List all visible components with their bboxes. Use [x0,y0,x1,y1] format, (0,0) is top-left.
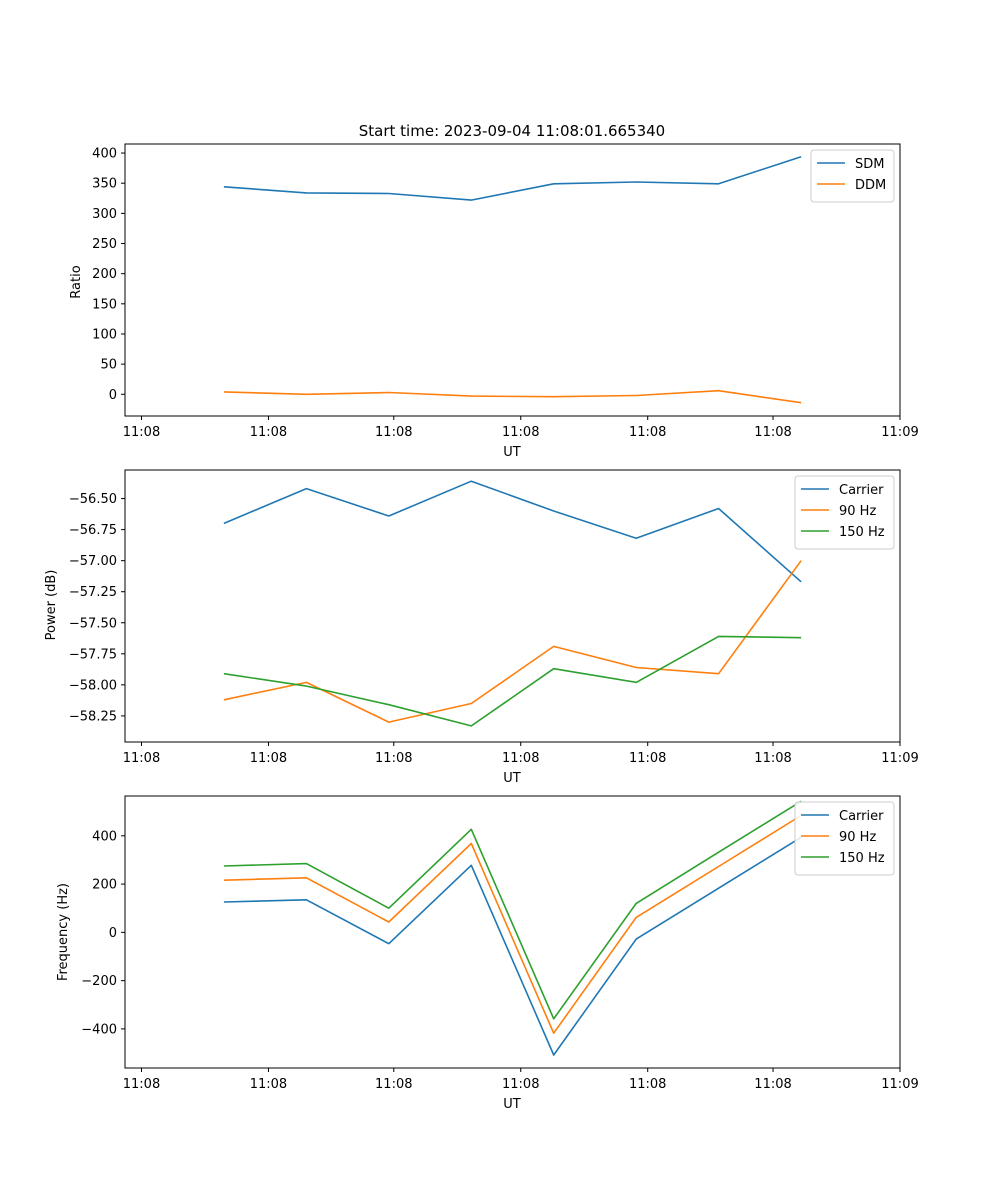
legend-label: 150 Hz [839,525,885,540]
series-line-ddm [223,389,802,404]
ratio-chart: UT Ratio [69,143,901,460]
ratio-marks: 11:08 11:08 11:08 11:08 11:08 11:08 11:09 0 50 10… [92,147,919,440]
frequency-x-axis-label: UT [503,1097,521,1112]
x-tick-label: 11:08 [754,751,791,766]
y-tick-label: 350 [92,177,117,192]
y-tick-label: 250 [92,237,117,252]
x-tick-label: 11:08 [250,751,287,766]
series-line-150-hz [223,800,802,1020]
y-tick-label: 400 [92,147,117,162]
legend-label: Carrier [839,809,884,824]
x-tick-label: 11:08 [123,425,160,440]
power-marks: 11:08 11:08 11:08 11:08 11:08 11:08 11:09 −58.2… [69,475,919,766]
y-tick-label: 200 [92,267,117,282]
x-tick-label: 11:08 [629,425,666,440]
x-tick-label: 11:08 [123,1077,160,1092]
power-x-axis-label: UT [503,771,521,786]
ratio-x-axis-label: UT [503,445,521,460]
y-tick-label: 400 [92,829,117,844]
x-tick-label: 11:08 [123,751,160,766]
y-tick-label: 0 [109,388,117,403]
series-line-90-hz [223,814,802,1034]
x-tick-label: 11:08 [754,425,791,440]
legend-label: SDM [855,157,884,172]
y-tick-label: −56.75 [69,523,117,538]
y-tick-label: 50 [100,358,117,373]
x-tick-label: 11:08 [502,1077,539,1092]
series-line-sdm [223,155,802,201]
x-tick-label: 11:08 [375,1077,412,1092]
x-tick-label: 11:08 [375,425,412,440]
y-tick-label: −56.50 [69,492,117,507]
y-tick-label: −57.75 [69,647,117,662]
y-tick-label: −57.25 [69,585,117,600]
power-legend: Carrier 90 Hz 150 Hz [794,475,895,550]
power-y-axis-label: Power (dB) [44,570,59,641]
y-tick-label: 100 [92,327,117,342]
frequency-marks: 11:08 11:08 11:08 11:08 11:08 11:08 11:09 −400 −… [81,800,919,1092]
series-line-carrier [223,836,802,1056]
ratio-y-axis-label: Ratio [69,265,84,298]
x-tick-label: 11:09 [881,1077,918,1092]
legend-label: DDM [855,178,886,193]
x-tick-label: 11:08 [754,1077,791,1092]
y-tick-label: −58.00 [69,678,117,693]
x-tick-label: 11:08 [502,425,539,440]
y-tick-label: −200 [81,974,117,989]
ratio-legend: SDM DDM [810,149,895,203]
series-line-carrier [223,480,802,583]
y-tick-label: −58.25 [69,709,117,724]
legend-label: 150 Hz [839,851,885,866]
x-tick-label: 11:09 [881,751,918,766]
power-plot-frame [124,469,901,743]
x-tick-label: 11:09 [881,425,918,440]
y-tick-label: −57.00 [69,554,117,569]
x-tick-label: 11:08 [375,751,412,766]
y-tick-label: 300 [92,207,117,222]
frequency-legend: Carrier 90 Hz 150 Hz [794,801,895,876]
legend-label: 90 Hz [839,504,876,519]
legend-label: Carrier [839,483,884,498]
series-line-150-hz [223,635,802,727]
figure-title: Start time: 2023-09-04 11:08:01.665340 [359,122,665,140]
frequency-y-axis-label: Frequency (Hz) [56,883,71,981]
x-tick-label: 11:08 [250,425,287,440]
y-tick-label: −57.50 [69,616,117,631]
y-tick-label: 150 [92,297,117,312]
power-chart: UT Power (dB) [44,469,901,786]
ratio-plot-frame [124,143,901,417]
x-tick-label: 11:08 [629,1077,666,1092]
x-tick-label: 11:08 [250,1077,287,1092]
y-tick-label: −400 [81,1022,117,1037]
y-tick-label: 200 [92,878,117,893]
x-tick-label: 11:08 [502,751,539,766]
y-tick-label: 0 [109,926,117,941]
legend-label: 90 Hz [839,830,876,845]
x-tick-label: 11:08 [629,751,666,766]
